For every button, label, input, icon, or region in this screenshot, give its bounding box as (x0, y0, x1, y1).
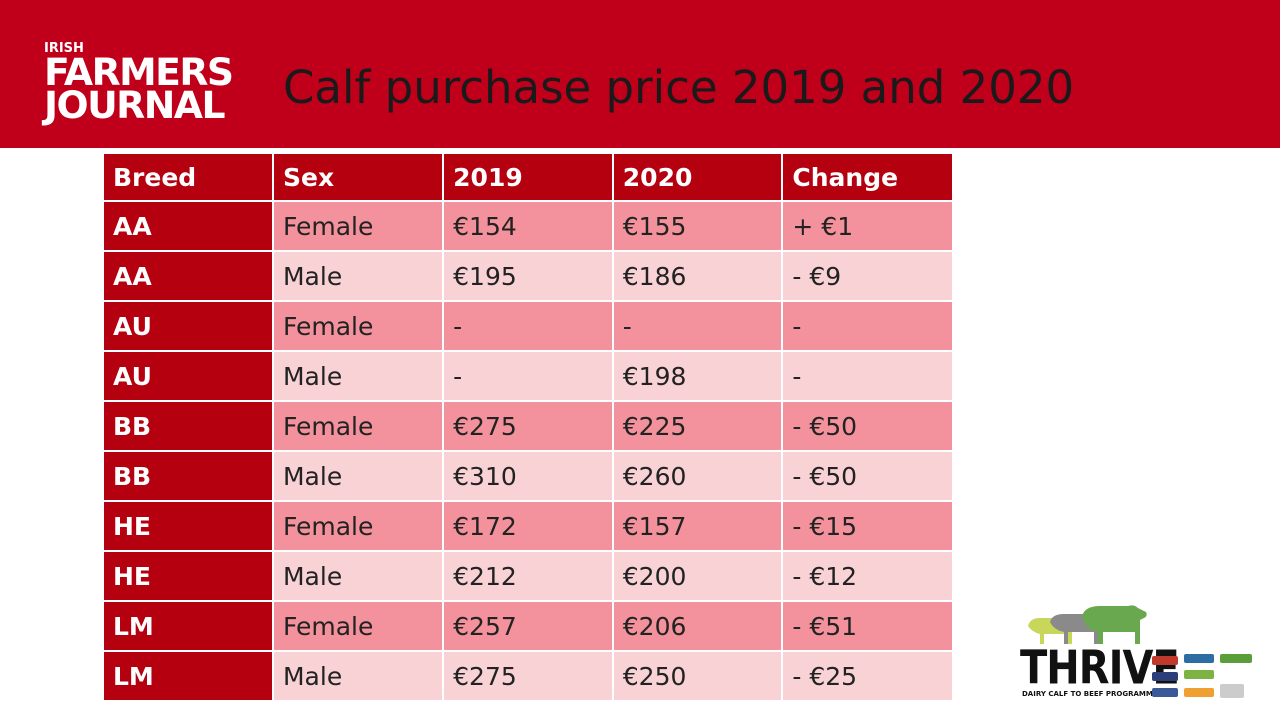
cell-2020: €157 (613, 502, 782, 552)
cell-change: - €12 (783, 552, 952, 602)
cell-breed: BB (104, 402, 272, 452)
cell-2019: €310 (444, 452, 612, 502)
cell-2019: €195 (444, 252, 612, 302)
cell-2019: €172 (444, 502, 612, 552)
column-header-breed: Breed (104, 154, 272, 202)
thrive-wordmark: THRIVE (1020, 642, 1180, 695)
sponsor-logos (1148, 648, 1258, 704)
cell-2020: €206 (613, 602, 782, 652)
cattle-silhouettes-icon (1028, 605, 1147, 644)
cell-breed: AU (104, 352, 272, 402)
cell-change: - €25 (783, 652, 952, 702)
cell-change: - €50 (783, 452, 952, 502)
cell-2020: €225 (613, 402, 782, 452)
cell-sex: Male (273, 552, 443, 602)
cell-change: - (783, 302, 952, 352)
cell-breed: LM (104, 602, 272, 652)
thrive-tagline: DAIRY CALF TO BEEF PROGRAMME (1022, 690, 1158, 698)
cell-2019: €154 (444, 202, 612, 252)
logo-line-2: JOURNAL (44, 84, 225, 127)
cell-breed: LM (104, 652, 272, 702)
cell-2019: €257 (444, 602, 612, 652)
cell-change: - €51 (783, 602, 952, 652)
table-row: AU Female - - - (104, 302, 952, 352)
column-header-sex: Sex (273, 154, 443, 202)
header-banner: IRISH FARMERS JOURNAL Calf purchase pric… (0, 0, 1280, 148)
cell-breed: AA (104, 202, 272, 252)
cell-change: - €50 (783, 402, 952, 452)
cell-sex: Female (273, 502, 443, 552)
cell-change: - €15 (783, 502, 952, 552)
cell-2020: €186 (613, 252, 782, 302)
table-row: AA Female €154 €155 + €1 (104, 202, 952, 252)
logo-line-1: FARMERS (44, 51, 234, 94)
calf-price-table: Breed Sex 2019 2020 Change AA Female €154 €… (102, 154, 954, 702)
cell-change: - (783, 352, 952, 402)
table-row: AU Male - €198- (104, 352, 952, 402)
cell-breed: AU (104, 302, 272, 352)
logo-small-text: IRISH (44, 41, 84, 56)
column-header-change: Change (783, 154, 952, 202)
table-header-row: Breed Sex 2019 2020 Change (104, 154, 952, 202)
cell-2020: €155 (613, 202, 782, 252)
page-title: Calf purchase price 2019 and 2020 (283, 61, 1075, 114)
cell-2019: - (444, 302, 612, 352)
cell-2020: - (613, 302, 782, 352)
cell-2019: €275 (444, 402, 612, 452)
cell-breed: HE (104, 502, 272, 552)
cell-2020: €200 (613, 552, 782, 602)
table-row: AA Male €195 €186- €9 (104, 252, 952, 302)
cell-breed: HE (104, 552, 272, 602)
cell-change: - €9 (783, 252, 952, 302)
thrive-logo: THRIVE DAIRY CALF TO BEEF PROGRAMME (1018, 604, 1262, 704)
cell-2020: €260 (613, 452, 782, 502)
cell-2020: €198 (613, 352, 782, 402)
cell-sex: Male (273, 452, 443, 502)
table-row: LM Male €275 €250- €25 (104, 652, 952, 702)
table-row: LM Female €257 €206- €51 (104, 602, 952, 652)
cell-sex: Male (273, 652, 443, 702)
cell-2019: - (444, 352, 612, 402)
cell-2020: €250 (613, 652, 782, 702)
irish-farmers-journal-logo: IRISH FARMERS JOURNAL (44, 41, 234, 124)
cell-sex: Female (273, 202, 443, 252)
table-row: HE Female €172 €157- €15 (104, 502, 952, 552)
cell-2019: €275 (444, 652, 612, 702)
cell-sex: Female (273, 402, 443, 452)
cell-sex: Female (273, 602, 443, 652)
table-row: HE Male €212 €200- €12 (104, 552, 952, 602)
cell-change: + €1 (783, 202, 952, 252)
cell-breed: AA (104, 252, 272, 302)
cell-breed: BB (104, 452, 272, 502)
cell-sex: Female (273, 302, 443, 352)
cell-2019: €212 (444, 552, 612, 602)
table-row: BB Male €310 €260- €50 (104, 452, 952, 502)
column-header-2020: 2020 (613, 154, 782, 202)
cell-sex: Male (273, 352, 443, 402)
cell-sex: Male (273, 252, 443, 302)
table-row: BB Female €275 €225- €50 (104, 402, 952, 452)
column-header-2019: 2019 (444, 154, 612, 202)
